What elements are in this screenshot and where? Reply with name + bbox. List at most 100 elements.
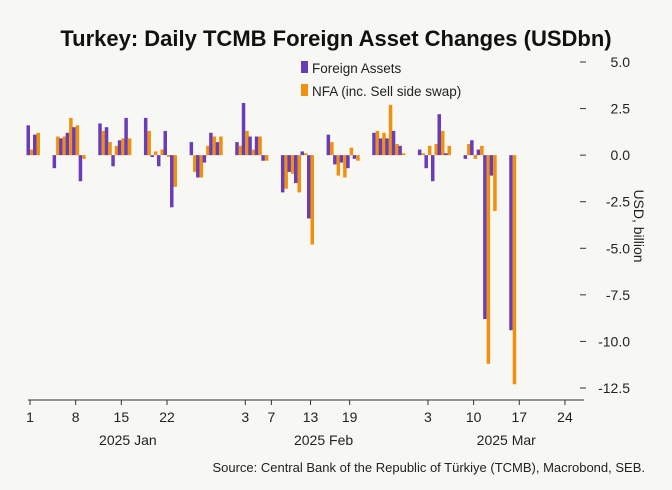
y-tick-label: -12.5 [598, 380, 630, 396]
bar-foreign-assets [72, 127, 76, 156]
bar-nfa [421, 153, 425, 156]
bar-foreign-assets [430, 155, 435, 182]
bar-nfa [108, 142, 112, 156]
bar-nfa [238, 145, 243, 156]
y-tick-label: -7.5 [606, 287, 630, 303]
bar-nfa [427, 145, 432, 156]
legend: Foreign Assets NFA (inc. Sell side swap) [301, 61, 461, 99]
bar-nfa [30, 149, 34, 156]
x-month-label: 2025 Feb [294, 432, 353, 448]
bar-nfa [101, 130, 106, 156]
y-tick-label: 5.0 [611, 54, 631, 70]
bar-foreign-assets [150, 155, 154, 157]
bar-nfa [434, 143, 438, 156]
bar-foreign-assets [163, 130, 167, 156]
bar-nfa [173, 155, 178, 187]
bar-foreign-assets [489, 155, 494, 176]
bar-foreign-assets [189, 142, 194, 156]
x-tick-label: 15 [114, 409, 130, 425]
bar-nfa [147, 130, 151, 156]
bar-nfa [69, 117, 73, 156]
bar-nfa [199, 155, 204, 178]
bar-foreign-assets [391, 130, 396, 156]
bar-nfa [441, 130, 445, 156]
x-month-label: 2025 Mar [477, 432, 536, 448]
axes-layer: 5.0 2.5 0.0 -2.5 -5.0 -7.5 -10.0 -12.5 1 8 15 22 3 7 1… [26, 54, 630, 448]
chart-title: Turkey: Daily TCMB Foreign Asset Changes… [60, 26, 611, 51]
legend-swatch-nfa [301, 84, 308, 96]
bar-foreign-assets [398, 145, 402, 156]
bar-foreign-assets [307, 155, 311, 219]
x-tick-label: 8 [72, 409, 80, 425]
bar-foreign-assets [300, 151, 304, 156]
bar-nfa [401, 153, 406, 156]
bar-foreign-assets [65, 132, 70, 156]
bar-foreign-assets [254, 136, 259, 156]
bar-foreign-assets [98, 123, 102, 156]
bar-foreign-assets [241, 102, 246, 156]
y-tick-label: 0.0 [611, 147, 631, 163]
bar-foreign-assets [156, 155, 161, 167]
bar-nfa [258, 136, 262, 156]
bar-nfa [486, 155, 491, 364]
bar-nfa [245, 130, 249, 156]
bar-nfa [382, 132, 386, 156]
x-tick-label: 3 [424, 409, 432, 425]
bar-nfa [304, 153, 308, 156]
bar-foreign-assets [444, 153, 448, 156]
bar-foreign-assets [104, 127, 109, 156]
bar-nfa [356, 155, 360, 161]
bar-foreign-assets [476, 149, 481, 156]
x-tick-label: 17 [511, 409, 527, 425]
x-tick-label: 19 [342, 409, 358, 425]
bar-foreign-assets [339, 155, 344, 163]
bar-foreign-assets [248, 136, 252, 156]
bar-nfa [447, 145, 452, 156]
bar-nfa [388, 104, 393, 156]
bar-foreign-assets [209, 132, 213, 156]
bar-nfa [121, 138, 125, 156]
bar-nfa [375, 130, 380, 156]
bar-foreign-assets [59, 138, 63, 156]
bar-nfa [343, 155, 347, 178]
bar-foreign-assets [215, 142, 220, 156]
bar-nfa [290, 155, 295, 174]
bar-foreign-assets [280, 155, 285, 193]
bar-foreign-assets [437, 114, 441, 156]
y-axis-title: USD, billion [631, 189, 647, 262]
bar-nfa [82, 155, 86, 159]
bar-nfa [297, 155, 301, 193]
bar-foreign-assets [111, 155, 115, 167]
bar-nfa [193, 155, 197, 172]
bar-nfa [473, 155, 478, 159]
bar-nfa [480, 145, 484, 156]
y-tick-label: -5.0 [606, 240, 630, 256]
bar-nfa [512, 155, 517, 385]
x-tick-label: 3 [241, 409, 249, 425]
bar-foreign-assets [378, 138, 383, 156]
bar-foreign-assets [470, 140, 474, 156]
bars-layer [26, 102, 517, 385]
bar-foreign-assets [417, 149, 422, 156]
bar-nfa [284, 155, 288, 189]
bar-nfa [264, 155, 269, 161]
bar-nfa [219, 136, 223, 156]
bar-foreign-assets [33, 134, 37, 156]
bar-foreign-assets [483, 155, 487, 320]
bar-nfa [493, 155, 497, 212]
y-tick-label: -2.5 [606, 194, 630, 210]
bar-nfa [36, 132, 41, 156]
bar-foreign-assets [117, 140, 122, 156]
bar-foreign-assets [326, 134, 331, 156]
x-tick-label: 10 [466, 409, 482, 425]
bar-nfa [153, 151, 158, 156]
bar-foreign-assets [509, 155, 513, 331]
bar-nfa [212, 136, 217, 156]
bar-nfa [336, 155, 341, 176]
bar-nfa [251, 149, 256, 156]
x-month-label: 2025 Jan [99, 432, 157, 448]
bar-nfa [310, 155, 315, 245]
bar-foreign-assets [261, 155, 265, 161]
